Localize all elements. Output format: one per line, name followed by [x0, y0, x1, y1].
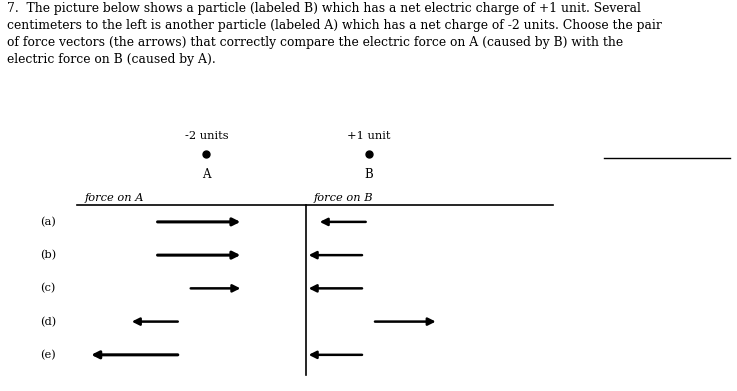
Text: 7.  The picture below shows a particle (labeled B) which has a net electric char: 7. The picture below shows a particle (l… [7, 2, 663, 66]
Text: (a): (a) [41, 217, 57, 227]
Text: -2 units: -2 units [184, 131, 228, 141]
Text: (c): (c) [41, 283, 56, 294]
Text: force on A: force on A [85, 193, 144, 203]
Text: (e): (e) [41, 350, 56, 360]
Text: +1 unit: +1 unit [346, 131, 391, 141]
Text: (d): (d) [41, 316, 57, 327]
Text: B: B [364, 168, 373, 181]
Text: (b): (b) [41, 250, 57, 260]
Text: force on B: force on B [313, 193, 373, 203]
Text: A: A [202, 168, 211, 181]
